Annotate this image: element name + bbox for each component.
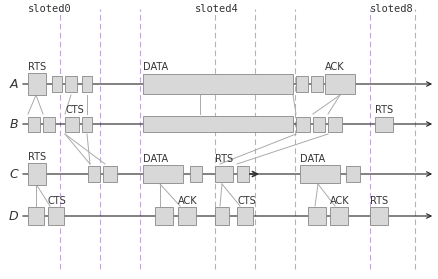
Text: sloted8: sloted8 bbox=[370, 4, 414, 14]
Text: ACK: ACK bbox=[330, 196, 350, 206]
Text: RTS: RTS bbox=[28, 61, 46, 71]
Bar bbox=[48, 207, 64, 225]
Bar bbox=[308, 207, 326, 225]
Text: DATA: DATA bbox=[143, 153, 168, 163]
Bar bbox=[28, 117, 40, 131]
Text: CTS: CTS bbox=[65, 105, 84, 115]
Bar bbox=[28, 163, 46, 185]
Bar bbox=[328, 117, 342, 131]
Bar bbox=[28, 73, 46, 95]
Text: B: B bbox=[9, 117, 18, 131]
Text: D: D bbox=[8, 210, 18, 222]
Bar bbox=[300, 165, 340, 183]
Bar bbox=[82, 76, 92, 92]
Bar bbox=[65, 117, 79, 131]
Text: DATA: DATA bbox=[300, 153, 325, 163]
Text: sloted0: sloted0 bbox=[28, 4, 72, 14]
Bar bbox=[296, 76, 308, 92]
Bar bbox=[65, 76, 77, 92]
Text: RTS: RTS bbox=[370, 196, 388, 206]
Bar bbox=[88, 166, 100, 182]
Text: CTS: CTS bbox=[48, 196, 67, 206]
Bar bbox=[28, 207, 44, 225]
Bar bbox=[178, 207, 196, 225]
Text: RTS: RTS bbox=[28, 151, 46, 162]
Text: C: C bbox=[9, 167, 18, 181]
Bar bbox=[143, 165, 183, 183]
Bar bbox=[237, 166, 249, 182]
Text: A: A bbox=[10, 78, 18, 90]
Text: RTS: RTS bbox=[215, 155, 233, 165]
Bar bbox=[43, 117, 55, 131]
Bar bbox=[143, 116, 293, 132]
Bar bbox=[237, 207, 253, 225]
Bar bbox=[370, 207, 388, 225]
Bar bbox=[375, 117, 393, 131]
Bar bbox=[215, 166, 233, 182]
Bar bbox=[143, 74, 293, 94]
Bar bbox=[52, 76, 62, 92]
Text: ACK: ACK bbox=[325, 62, 345, 73]
Bar bbox=[313, 117, 325, 131]
Bar bbox=[296, 117, 310, 131]
Text: CTS: CTS bbox=[237, 196, 256, 206]
Bar bbox=[82, 117, 92, 131]
Bar bbox=[346, 166, 360, 182]
Text: DATA: DATA bbox=[143, 62, 168, 73]
Bar bbox=[311, 76, 323, 92]
Bar bbox=[215, 207, 229, 225]
Bar bbox=[325, 74, 355, 94]
Text: ACK: ACK bbox=[178, 196, 198, 206]
Bar bbox=[155, 207, 173, 225]
Text: sloted4: sloted4 bbox=[195, 4, 239, 14]
Bar bbox=[330, 207, 348, 225]
Text: RTS: RTS bbox=[375, 105, 393, 115]
Bar bbox=[190, 166, 202, 182]
Bar bbox=[103, 166, 117, 182]
